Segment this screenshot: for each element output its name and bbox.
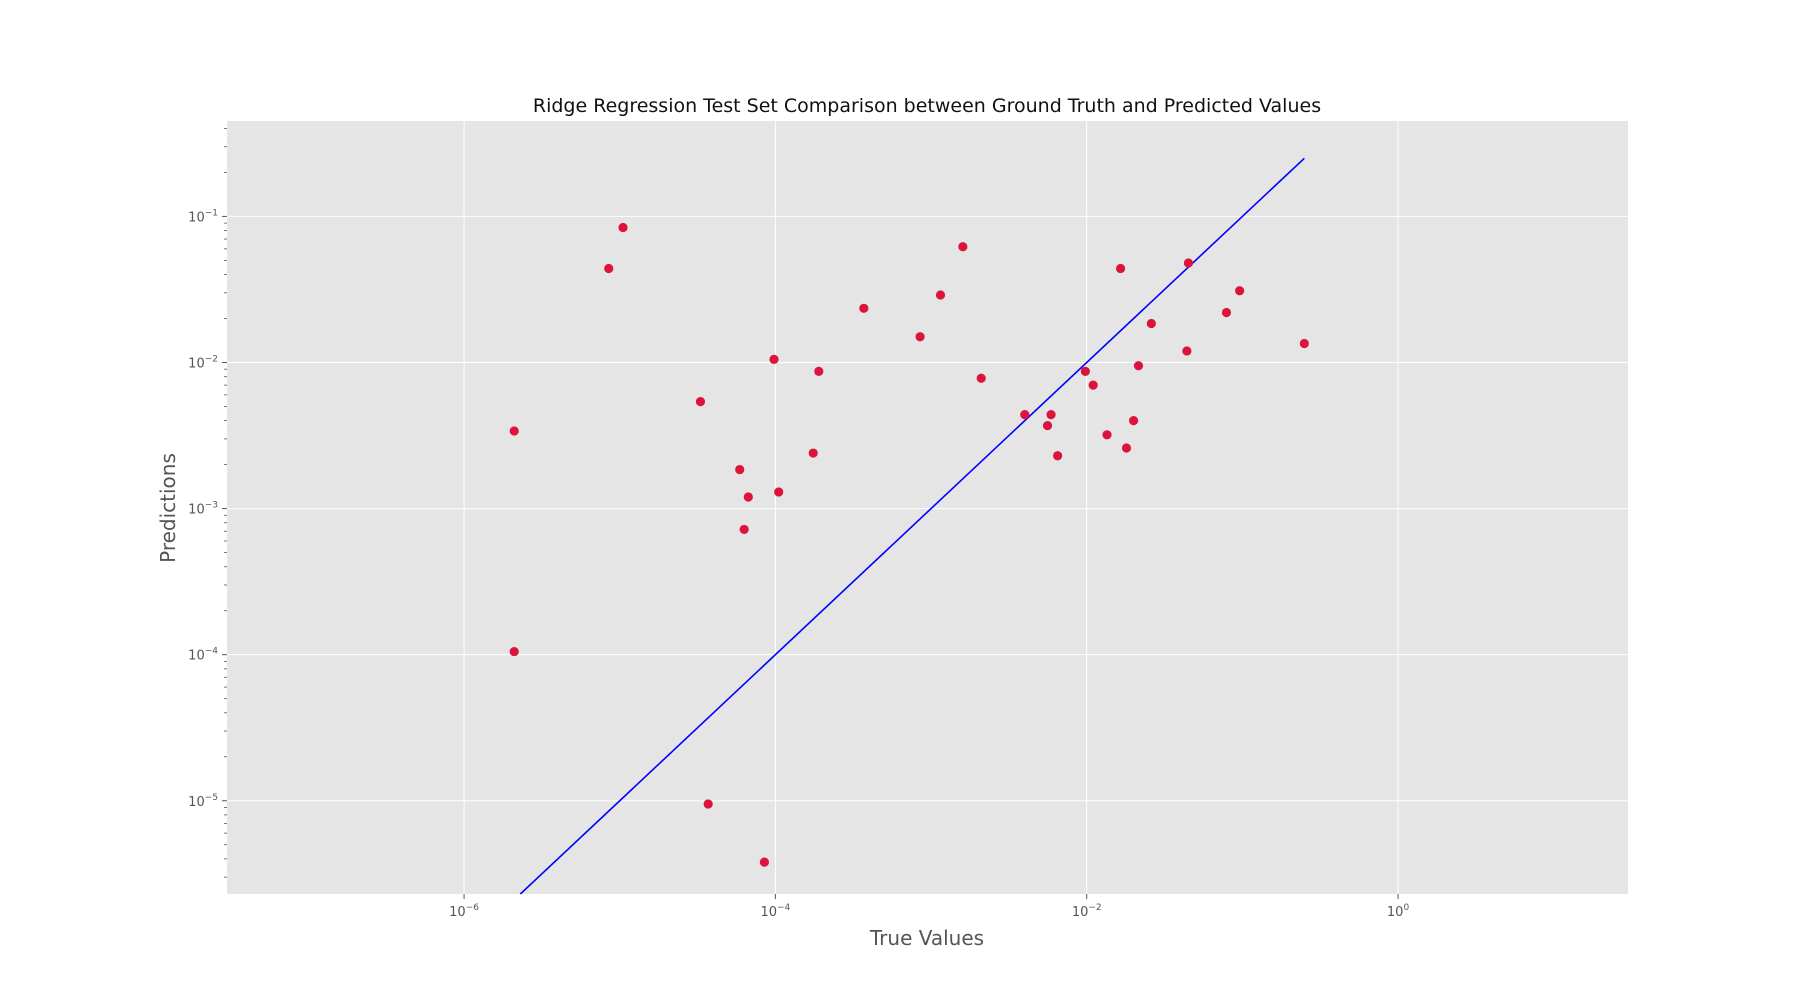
data-point	[618, 222, 628, 233]
data-point	[1046, 409, 1056, 420]
grid-lines	[227, 121, 1628, 894]
data-point	[935, 290, 946, 300]
data-point	[774, 487, 784, 497]
x-tick-label: 10−2	[1072, 903, 1102, 920]
plot-area	[227, 121, 1628, 894]
y-tick-label: 10−4	[188, 647, 218, 664]
data-point	[958, 242, 968, 252]
data-point	[1221, 307, 1232, 318]
reference-line-layer	[519, 157, 1305, 895]
data-point	[759, 857, 770, 867]
data-point	[1299, 338, 1309, 349]
data-point	[509, 646, 519, 657]
data-point	[1146, 318, 1156, 329]
data-point	[1020, 409, 1030, 420]
x-tick-label: 10−6	[449, 903, 479, 920]
data-point	[1115, 263, 1126, 274]
data-point	[1042, 420, 1053, 431]
data-point	[808, 448, 818, 458]
data-point	[695, 397, 706, 407]
data-point	[1182, 346, 1192, 356]
data-point	[1133, 361, 1144, 371]
y-tick-label: 10−3	[188, 501, 218, 518]
y-tick-label: 10−1	[188, 208, 218, 225]
data-point	[1080, 366, 1090, 376]
data-point	[743, 492, 753, 502]
y-axis-title: Predictions	[156, 453, 180, 563]
x-tick-label: 10−4	[760, 903, 790, 920]
data-point	[769, 354, 779, 365]
data-point	[1053, 451, 1063, 461]
data-point	[976, 373, 986, 383]
x-tick-label: 100	[1387, 903, 1410, 920]
data-points	[509, 222, 1309, 867]
data-point	[915, 332, 925, 342]
data-point	[859, 303, 869, 313]
data-point	[1128, 416, 1139, 426]
data-point	[703, 799, 713, 809]
y-tick-label: 10−5	[188, 793, 218, 810]
chart-title: Ridge Regression Test Set Comparison bet…	[533, 95, 1321, 117]
data-point	[735, 464, 745, 475]
data-point	[1102, 430, 1112, 440]
data-point	[739, 524, 749, 535]
x-axis-title: True Values	[869, 926, 984, 950]
minor-ticks	[224, 128, 227, 878]
data-point	[604, 263, 614, 274]
data-point	[509, 426, 519, 436]
data-point	[1121, 443, 1132, 453]
data-point	[1235, 286, 1245, 296]
data-point	[1088, 380, 1098, 390]
x-axis-ticks: 10−6 10−4 10−2 100	[449, 894, 1409, 920]
y-tick-label: 10−2	[188, 355, 218, 372]
y-axis-ticks: 10−5 10−4 10−3 10−2 10−1	[188, 208, 227, 810]
data-point	[1183, 258, 1194, 268]
identity-reference-line	[519, 157, 1305, 895]
data-point	[814, 366, 824, 376]
